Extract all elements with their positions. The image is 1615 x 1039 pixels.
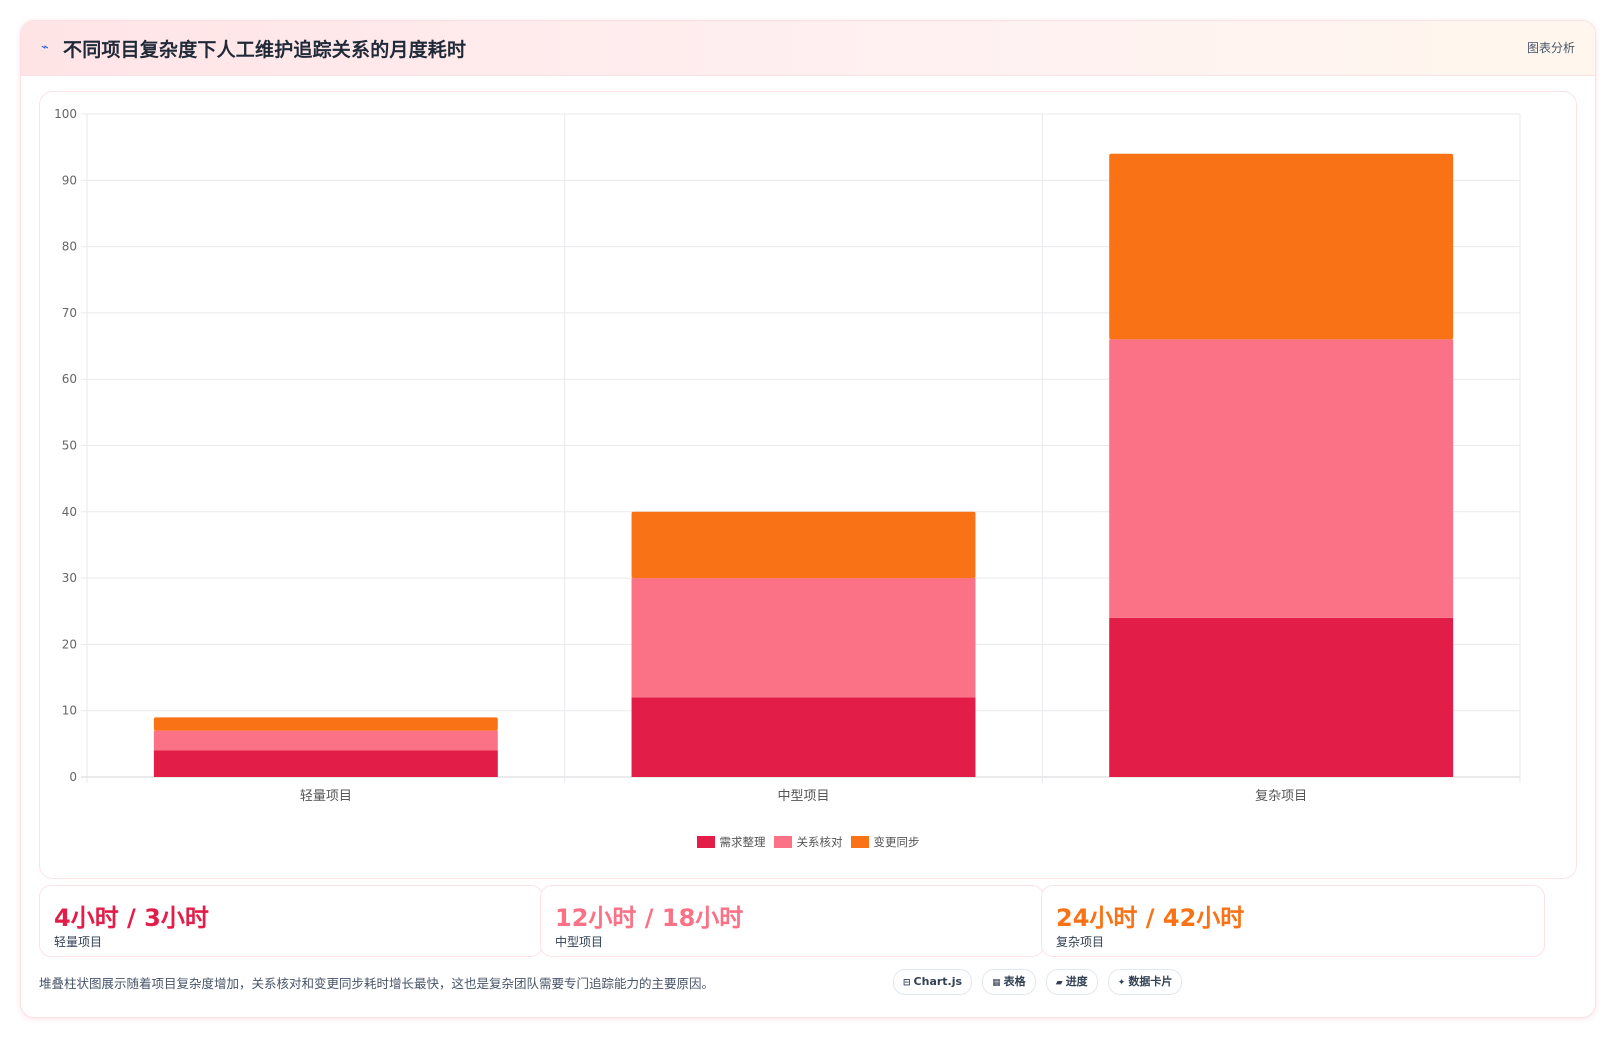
bar-segment [631, 697, 976, 777]
x-tick-label: 复杂项目 [1255, 789, 1307, 804]
table-icon: ▦ [992, 978, 1001, 988]
y-tick-label: 70 [62, 306, 77, 320]
chart-card: ⌁ 不同项目复杂度下人工维护追踪关系的月度耗时 图表分析 0 10 20 30 40 50… [20, 20, 1596, 1018]
y-tick-label: 30 [62, 571, 77, 585]
stat-value: 12小时 / 18小时 [555, 904, 744, 932]
stat-value: 24小时 / 42小时 [1056, 904, 1245, 932]
sparkle-icon: ✦ [1117, 978, 1126, 988]
chart-container: 0 10 20 30 40 50 60 70 80 90 100 轻量项目 中型项目 复杂项目 需求整理 关… [39, 91, 1577, 879]
bar-segment [1109, 153, 1454, 340]
chart-legend: 需求整理 关系核对 变更同步 [40, 834, 1576, 850]
chip-data-cards[interactable]: ✦ 数据卡片 [1107, 969, 1183, 995]
legend-swatch [696, 836, 715, 848]
stat-value: 4小时 / 3小时 [54, 904, 209, 932]
x-tick-label: 轻量项目 [300, 789, 352, 804]
chip-table[interactable]: ▦ 表格 [982, 969, 1036, 995]
legend-swatch [850, 836, 869, 848]
stat-card-complex: 24小时 / 42小时 复杂项目 [1041, 885, 1545, 957]
y-tick-label: 0 [69, 770, 77, 784]
chip-chartjs[interactable]: ⊟ Chart.js [893, 969, 973, 995]
bar-segment [1109, 617, 1454, 777]
bar-segment [153, 750, 498, 777]
card-header: ⌁ 不同项目复杂度下人工维护追踪关系的月度耗时 图表分析 [21, 21, 1595, 76]
y-tick-label: 50 [62, 439, 77, 453]
bar-segment [631, 511, 976, 579]
chart-footnote: 堆叠柱状图展示随着项目复杂度增加，关系核对和变更同步耗时增长最快，这也是复杂团队… [39, 976, 715, 991]
stat-card-medium: 12小时 / 18小时 中型项目 [540, 885, 1044, 957]
chart-line-icon: ⌁ [41, 40, 49, 55]
legend-swatch [773, 836, 792, 848]
stat-card-light: 4小时 / 3小时 轻量项目 [39, 885, 543, 957]
stacked-bar-chart: 0 10 20 30 40 50 60 70 80 90 100 轻量项目 中型项目 复杂项目 [54, 107, 1521, 804]
legend-item[interactable]: 需求整理 [696, 834, 766, 850]
legend-label: 关系核对 [796, 835, 843, 849]
chart-title: 不同项目复杂度下人工维护追踪关系的月度耗时 [63, 39, 467, 61]
tech-chips: ⊟ Chart.js ▦ 表格 ▰ 进度 ✦ 数据卡片 [893, 969, 1187, 995]
legend-label: 变更同步 [873, 835, 920, 849]
y-tick-label: 90 [62, 173, 77, 187]
progress-icon: ▰ [1055, 978, 1063, 988]
y-tick-label: 100 [54, 107, 77, 121]
stat-label: 复杂项目 [1056, 935, 1105, 949]
bar-segment [1109, 339, 1454, 618]
y-tick-label: 80 [62, 240, 77, 254]
legend-label: 需求整理 [719, 835, 766, 849]
code-icon: ⊟ [903, 978, 911, 988]
stat-label: 轻量项目 [54, 935, 103, 949]
y-tick-label: 20 [62, 637, 77, 651]
bar-segment [631, 578, 976, 698]
chip-progress[interactable]: ▰ 进度 [1045, 969, 1098, 995]
legend-item[interactable]: 变更同步 [850, 834, 920, 850]
legend-item[interactable]: 关系核对 [773, 834, 843, 850]
y-tick-label: 40 [62, 505, 77, 519]
bar-segment [153, 730, 498, 751]
x-tick-label: 中型项目 [777, 789, 829, 804]
stat-label: 中型项目 [555, 935, 604, 949]
header-tag: 图表分析 [1526, 41, 1575, 55]
y-tick-label: 10 [62, 704, 77, 718]
y-tick-label: 60 [62, 372, 77, 386]
bar-segment [153, 717, 498, 731]
